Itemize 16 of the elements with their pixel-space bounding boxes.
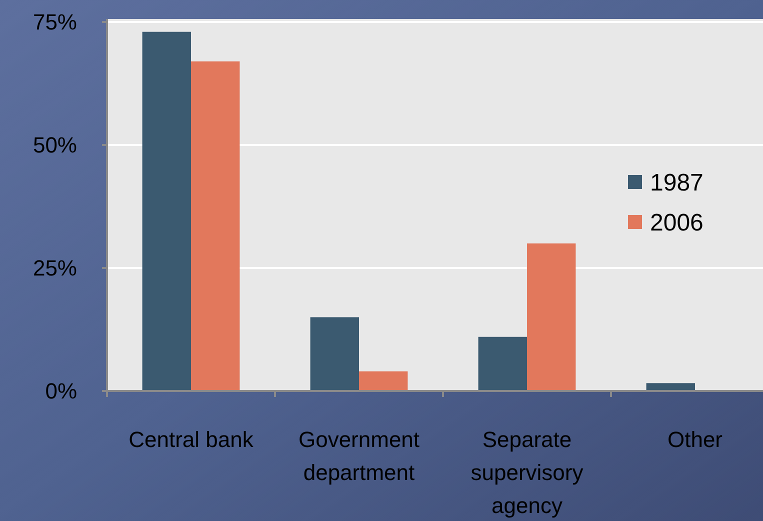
y-tick-label: 75% <box>32 10 77 35</box>
x-tick-label: Separate supervisory agency <box>470 427 584 518</box>
x-tick-label: Government department <box>298 427 420 485</box>
y-tick-label: 0% <box>45 378 77 404</box>
y-tick-label: 25% <box>32 256 77 281</box>
bar <box>142 32 191 391</box>
bar <box>310 317 359 391</box>
x-tick-label: Other <box>667 427 723 452</box>
y-tick-label: 50% <box>32 132 77 158</box>
bar <box>191 61 240 391</box>
legend-label: 2006 <box>650 209 704 236</box>
bar <box>527 243 576 391</box>
legend-label: 1987 <box>650 169 704 196</box>
x-tick-label: Central bank <box>128 427 254 452</box>
bar <box>478 336 527 391</box>
bar <box>359 371 408 391</box>
